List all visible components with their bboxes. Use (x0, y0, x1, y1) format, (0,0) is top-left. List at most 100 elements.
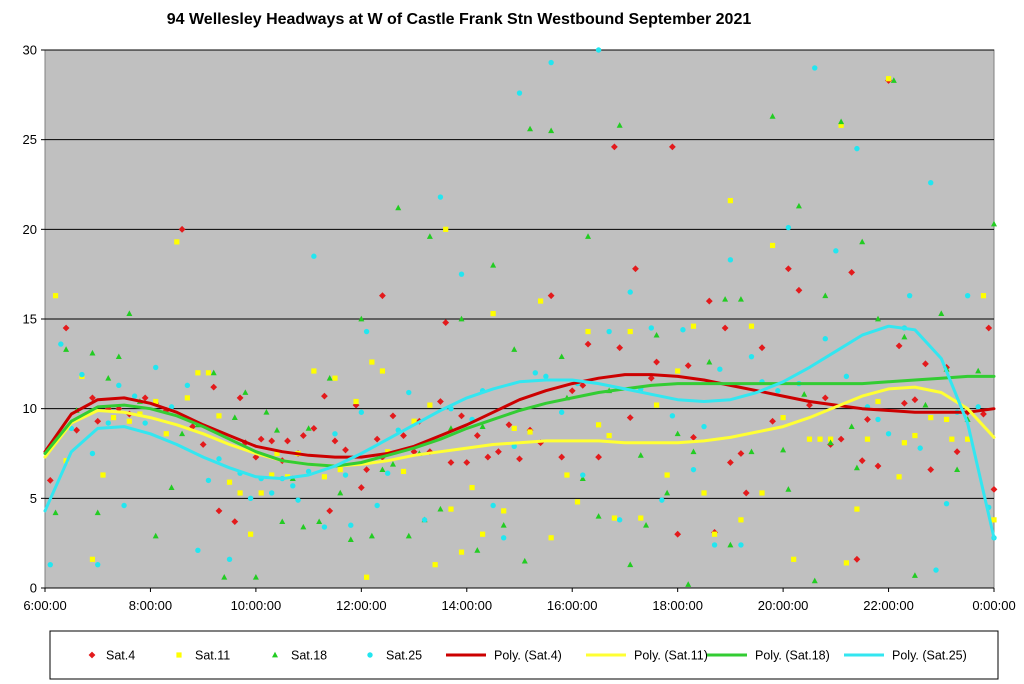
data-point (490, 262, 497, 268)
data-point (727, 257, 734, 263)
data-point (337, 467, 343, 473)
data-point (115, 353, 122, 360)
legend-marker (367, 652, 373, 658)
data-point (928, 415, 934, 421)
data-point (890, 77, 897, 83)
data-point (474, 547, 481, 553)
data-point (911, 572, 918, 578)
legend-label: Poly. (Sat.18) (755, 649, 830, 663)
data-point (584, 340, 592, 348)
data-point (669, 413, 676, 419)
data-point (854, 145, 860, 152)
data-point (580, 472, 586, 478)
data-point (875, 398, 881, 405)
data-point (690, 323, 697, 329)
data-point (838, 118, 845, 125)
data-point (653, 402, 660, 408)
data-point (711, 531, 718, 537)
data-point (643, 522, 650, 528)
data-point (627, 561, 634, 568)
data-point (726, 459, 734, 466)
data-point (484, 453, 492, 461)
y-tick-label: 10 (23, 401, 37, 416)
data-point (738, 517, 744, 523)
data-point (564, 472, 570, 478)
data-point (653, 358, 660, 366)
data-point (273, 426, 280, 433)
data-point (980, 410, 987, 418)
data-point (163, 431, 169, 437)
chart-title: 94 Wellesley Headways at W of Castle Fra… (167, 11, 752, 28)
x-tick-label: 14:00:00 (441, 598, 492, 613)
data-point (795, 286, 803, 294)
data-point (142, 420, 148, 426)
data-point (690, 433, 697, 441)
data-point (595, 422, 602, 428)
data-point (274, 450, 280, 457)
data-point (305, 425, 312, 431)
data-point (558, 409, 565, 415)
data-point (911, 396, 919, 404)
data-point (864, 436, 871, 442)
data-point (226, 479, 233, 485)
legend-label: Sat.18 (291, 649, 327, 663)
data-point (853, 555, 861, 563)
data-point (784, 265, 792, 273)
data-point (226, 556, 233, 563)
data-point (231, 518, 239, 526)
x-tick-label: 10:00:00 (231, 598, 282, 613)
data-point (321, 474, 328, 480)
data-point (748, 448, 755, 455)
data-point (875, 315, 882, 322)
data-point (463, 459, 471, 466)
data-point (585, 233, 592, 239)
data-point (938, 310, 945, 317)
data-point (357, 484, 365, 491)
data-point (875, 416, 881, 423)
data-point (321, 524, 328, 530)
data-point (363, 328, 370, 335)
data-point (178, 225, 186, 233)
data-point (516, 90, 523, 96)
data-point (374, 502, 380, 509)
data-point (896, 474, 902, 480)
data-point (627, 328, 633, 335)
data-point (953, 448, 961, 456)
trend-line-poly-sat-11 (43, 385, 996, 468)
data-point (511, 443, 517, 450)
data-point (311, 253, 317, 259)
data-point (126, 310, 133, 317)
data-point (348, 522, 354, 528)
data-point (400, 468, 407, 475)
data-point (46, 477, 54, 484)
data-point (216, 456, 222, 462)
data-point (647, 374, 655, 382)
data-point (638, 515, 644, 521)
data-point (917, 445, 923, 451)
legend-item: Sat.4 (88, 649, 135, 663)
data-point (210, 369, 217, 376)
data-point (727, 541, 734, 548)
data-point (827, 439, 834, 446)
data-point (758, 344, 766, 352)
data-point (653, 331, 660, 338)
data-point (922, 360, 929, 368)
data-point (389, 461, 396, 467)
data-point (364, 574, 370, 580)
data-point (52, 293, 59, 299)
data-point (626, 414, 634, 422)
data-point (299, 432, 307, 439)
data-point (442, 319, 450, 326)
data-point (248, 531, 254, 537)
data-point (427, 402, 433, 408)
data-point (579, 381, 587, 389)
data-point (168, 404, 175, 410)
legend-label: Sat.25 (386, 649, 422, 663)
data-point (722, 296, 729, 302)
data-point (516, 455, 523, 463)
data-point (701, 423, 707, 430)
data-point (675, 368, 681, 374)
legend-item: Poly. (Sat.18) (707, 649, 830, 663)
data-point (759, 490, 765, 496)
